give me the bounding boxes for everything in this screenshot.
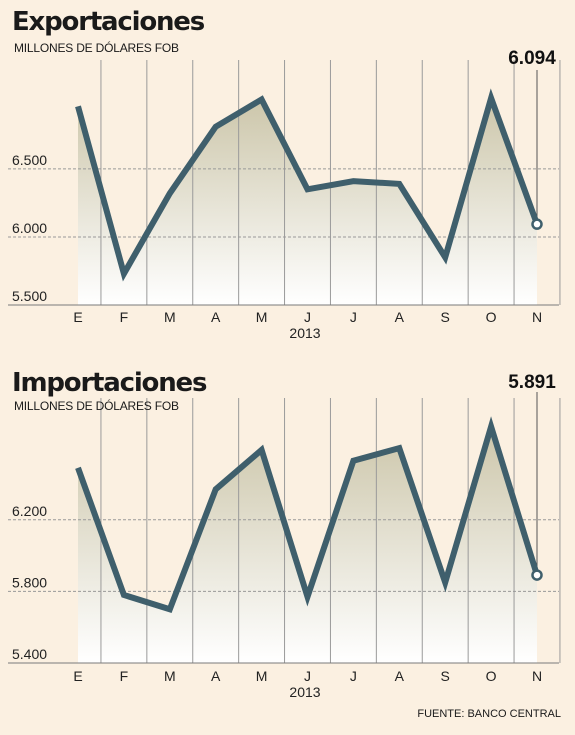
import-xtick-label: N: [532, 668, 542, 684]
export-xaxis-label: 2013: [289, 325, 320, 341]
import-data-point: [213, 486, 219, 492]
export-ytick-label: 5.500: [12, 288, 47, 304]
export-data-point: [305, 186, 311, 192]
import-xtick-label: M: [256, 668, 268, 684]
export-xtick-label: A: [211, 309, 221, 325]
export-chart-subtitle: MILLONES DE DÓLARES FOB: [14, 41, 179, 55]
import-xaxis-label: 2013: [289, 684, 320, 700]
import-xtick-label: S: [441, 668, 450, 684]
export-xtick-label: O: [486, 309, 497, 325]
import-ytick-label: 6.200: [12, 503, 47, 519]
export-data-point: [167, 190, 173, 196]
import-data-point: [75, 465, 81, 471]
import-xtick-label: A: [395, 668, 405, 684]
import-chart-title: Importaciones: [12, 368, 207, 398]
import-chart: 5.400 5.800 6.200 E F M A M J J A S O N 2013 5.891: [8, 372, 561, 700]
export-callout-point: [531, 218, 543, 230]
export-data-point: [396, 181, 402, 187]
export-chart: 5.500 6.000 6.500 E F M A M J J A S O N 2013 6.094: [8, 48, 561, 341]
import-xtick-label: O: [486, 668, 497, 684]
export-chart-title: Exportaciones: [12, 7, 205, 37]
import-xtick-label: M: [164, 668, 176, 684]
import-ytick-label: 5.800: [12, 574, 47, 590]
import-data-point: [305, 594, 311, 600]
import-xtick-label: J: [304, 668, 311, 684]
import-xtick-label: E: [73, 668, 82, 684]
import-xtick-label: F: [120, 668, 129, 684]
import-data-point: [442, 579, 448, 585]
export-xtick-label: J: [304, 309, 311, 325]
export-data-point: [442, 254, 448, 260]
export-ytick-label: 6.000: [12, 220, 47, 236]
import-series-line: [75, 416, 540, 613]
source-note: FUENTE: BANCO CENTRAL: [417, 708, 561, 720]
export-xtick-label: A: [395, 309, 405, 325]
export-data-point: [75, 103, 81, 109]
import-ytick-label: 5.400: [12, 646, 47, 662]
import-callout-label: 5.891: [508, 372, 556, 393]
import-xtick-label: J: [350, 668, 357, 684]
export-series-line: [75, 88, 540, 282]
import-data-point: [121, 592, 127, 598]
import-data-point: [396, 445, 402, 451]
export-xtick-label: M: [164, 309, 176, 325]
export-data-point: [488, 95, 494, 101]
import-chart-subtitle: MILLONES DE DÓLARES FOB: [14, 399, 179, 413]
export-data-point: [121, 271, 127, 277]
export-callout-label: 6.094: [508, 48, 556, 69]
import-data-point: [167, 606, 173, 612]
export-data-point: [259, 96, 265, 102]
export-ytick-label: 6.500: [12, 152, 47, 168]
import-callout-point: [531, 569, 543, 581]
import-xtick-label: A: [211, 668, 221, 684]
export-xtick-label: F: [120, 309, 129, 325]
export-xtick-label: N: [532, 309, 542, 325]
export-data-point: [350, 178, 356, 184]
export-data-point: [213, 124, 219, 130]
export-xtick-label: M: [256, 309, 268, 325]
import-data-point: [259, 447, 265, 453]
export-xtick-label: J: [350, 309, 357, 325]
export-xtick-label: E: [73, 309, 82, 325]
export-xtick-label: S: [441, 309, 450, 325]
import-data-point: [488, 424, 494, 430]
import-data-point: [350, 458, 356, 464]
